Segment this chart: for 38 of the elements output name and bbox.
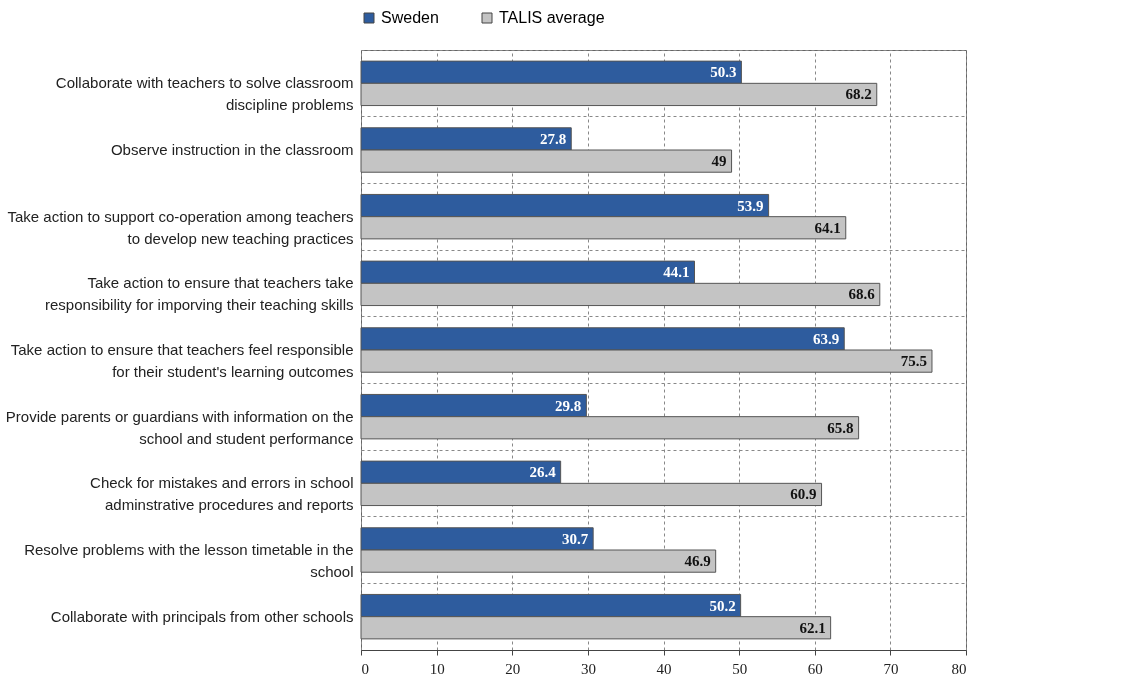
data-label: 75.5 [900,353,927,370]
data-label: 68.6 [848,286,876,303]
y-tick-label: Take action to ensure that teachers take responsibility for imporving their teaching skills [45,274,354,314]
y-tick-label: Check for mistakes and errors in school adminstrative procedures and reports [90,474,354,514]
y-tick-label: Resolve problems with the lesson timetable in the school [24,541,354,580]
y-tick-label: Take action to ensure that teachers feel responsible for their student's learning outcomes [10,341,354,380]
data-label: 29.8 [555,397,582,414]
data-label: 46.9 [684,553,711,570]
x-tick-label: 20 [505,660,521,677]
y-tick-label: Provide parents or guardians with information on the school and student performance [5,407,354,447]
data-label: 63.9 [812,330,840,347]
y-tick-label: Take action to support co-operation among teachers to develop new teaching practices [7,207,354,247]
data-label: 50.2 [709,597,736,614]
x-tick-label: 60 [807,660,823,677]
data-label: 53.9 [737,197,764,214]
data-label: 44.1 [663,264,690,281]
x-tick-label: 0 [361,660,369,677]
data-label: 50.3 [710,64,737,81]
y-tick-label: Collaborate with teachers to solve classroom discipline problems [55,74,354,114]
data-label: 68.2 [845,86,872,103]
data-label: 62.1 [799,619,826,636]
x-tick-label: 80 [951,660,967,677]
y-tick-label: Collaborate with principals from other schools [50,607,354,625]
data-label: 65.8 [827,419,854,436]
data-label: 49 [711,153,727,170]
legend-label: TALIS average [499,9,605,26]
x-tick-label: 10 [429,660,445,677]
data-label: 30.7 [561,530,589,547]
y-tick-label: Observe instruction in the classroom [110,141,354,158]
x-tick-label: 30 [580,660,596,677]
x-tick-label: 50 [732,660,748,677]
x-tick-label: 40 [656,660,672,677]
data-label: 27.8 [539,130,567,147]
data-label: 26.4 [529,464,557,481]
legend-label: Sweden [381,9,439,26]
data-label: 60.9 [790,486,817,503]
x-tick-label: 70 [883,660,899,677]
data-label: 64.1 [814,219,841,236]
